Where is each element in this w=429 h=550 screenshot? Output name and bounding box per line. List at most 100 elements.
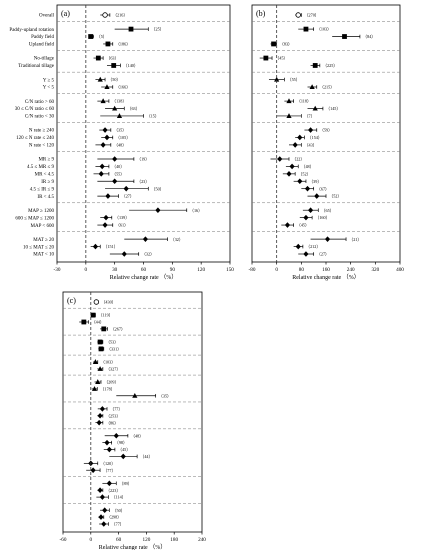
x-tick-label: 60 [141, 267, 147, 273]
row-label: IR < 4.5 [37, 195, 54, 200]
forest-row: （86） [95, 419, 119, 426]
sample-size-label: （215） [320, 85, 335, 90]
row-label: No-tillage [34, 57, 55, 62]
forest-row: （114） [96, 494, 126, 500]
sample-size-label: （45） [118, 447, 131, 452]
forest-row: （327） [97, 366, 121, 371]
mean-marker [303, 26, 309, 32]
mean-marker [101, 521, 107, 527]
x-axis-label: Relative change rate （%） [110, 274, 177, 281]
sample-size-label: （139） [115, 215, 130, 220]
mean-marker [97, 366, 103, 371]
mean-marker [297, 134, 303, 141]
forest-row: （98） [102, 439, 127, 446]
forest-row: （216） Overall [39, 12, 128, 19]
mean-marker [100, 142, 106, 148]
forest-row: （61） MAP < 600 [31, 222, 129, 229]
panel-c: (c) （430） （119） （44） （267） （53）（331） （103）（327… [60, 291, 206, 550]
x-tick-label: -80 [249, 267, 256, 273]
sample-size-label: （223） [106, 488, 121, 493]
x-tick-label: 120 [143, 537, 151, 543]
forest-row: （50） 4.5 ≤ IR ≤ 9 [30, 185, 164, 192]
row-label: 120 ≤ N rate ≤ 240 [16, 136, 54, 141]
forest-row: （5） Paddy field [31, 34, 107, 40]
panel-label: (c) [67, 296, 76, 305]
forest-row: （32） MAT ≥ 20 [33, 236, 183, 243]
mean-marker [104, 439, 110, 446]
x-tick-label: 150 [226, 267, 234, 273]
sample-size-label: （32） [171, 237, 184, 242]
sample-size-label: （55） [112, 171, 125, 176]
forest-row: （50） [100, 507, 125, 514]
row-label: N rate < 120 [29, 144, 55, 149]
sample-size-label: （45） [297, 223, 310, 228]
sample-size-label: （77） [111, 522, 124, 527]
mean-marker [112, 178, 118, 185]
sample-size-label: （178） [100, 386, 115, 391]
mean-marker [98, 171, 104, 177]
sample-size-label: （331） [107, 346, 122, 351]
row-label: Paddy-upland rotation [9, 28, 54, 33]
mean-marker [95, 55, 101, 61]
mean-marker [120, 453, 126, 460]
mean-marker [155, 207, 161, 214]
panel-b: (b) （270） （103） （84） （83） （45） （225） （55） （215） （… [249, 4, 404, 281]
forest-row: （212） [293, 243, 321, 250]
mean-marker [97, 487, 103, 494]
forest-row: （35） N rate ≥ 240 [29, 127, 127, 134]
forest-row: （15） C/N ratio < 30 [25, 113, 159, 120]
row-label: N rate ≥ 240 [29, 129, 55, 134]
sample-size-label: （63） [127, 106, 140, 111]
forest-row: （45） [281, 222, 309, 228]
mean-marker [99, 406, 105, 412]
forest-row: （59） [304, 127, 332, 133]
mean-marker [297, 178, 303, 185]
mean-marker [97, 76, 103, 82]
forest-row: （22） [270, 156, 305, 162]
sample-size-label: （145） [326, 106, 341, 111]
sample-size-label: （65） [321, 208, 334, 213]
sample-size-label: （298） [107, 515, 122, 520]
sample-size-label: （119） [98, 313, 113, 318]
sample-size-label: （84） [363, 34, 376, 39]
sample-size-label: （86） [106, 420, 119, 425]
forest-row: （178） [91, 386, 115, 391]
x-tick-label: 160 [322, 267, 330, 273]
sample-size-label: （43） [304, 142, 317, 147]
mean-marker [303, 251, 309, 257]
forest-row: （65） [302, 207, 334, 214]
mean-marker [98, 514, 104, 520]
sample-size-label: （186） [116, 42, 131, 47]
sample-size-label: （35） [114, 128, 127, 133]
mean-marker [284, 222, 291, 228]
sample-size-label: （225） [323, 63, 338, 68]
sample-size-label: （67） [317, 186, 330, 191]
mean-marker [81, 319, 87, 325]
plot-frame [56, 4, 231, 263]
sample-size-label: （209） [104, 380, 119, 385]
sample-size-label: （35） [159, 393, 172, 398]
forest-row: （145） [307, 105, 341, 111]
sample-size-label: （61） [116, 223, 129, 228]
sample-size-label: （53） [106, 340, 119, 345]
sample-size-label: （32） [142, 252, 155, 257]
sample-size-label: （216） [113, 13, 128, 18]
mean-marker [102, 507, 108, 514]
x-tick-label: 0 [275, 267, 278, 273]
mean-marker [142, 236, 149, 242]
mean-marker [116, 113, 123, 118]
forest-row: （138） C/N ratio > 60 [25, 98, 127, 105]
mean-marker [295, 12, 301, 18]
mean-marker [97, 412, 103, 419]
forest-row: （52） [307, 193, 342, 199]
row-label: 30 ≤ C/N ratio ≤ 60 [15, 107, 55, 112]
forest-row: （140） Traditional tillage [18, 63, 138, 69]
forest-row: （23） IR ≥ 9 [41, 178, 149, 185]
panel-a: (a) （216） Overall （25） Paddy-upland rotation… [9, 4, 234, 281]
mean-marker [303, 214, 309, 221]
mean-marker [102, 12, 108, 18]
row-label: 4.5 ≤ IR ≤ 9 [30, 187, 55, 192]
sample-size-label: （160） [315, 215, 330, 220]
forest-row: （55） [268, 76, 300, 82]
